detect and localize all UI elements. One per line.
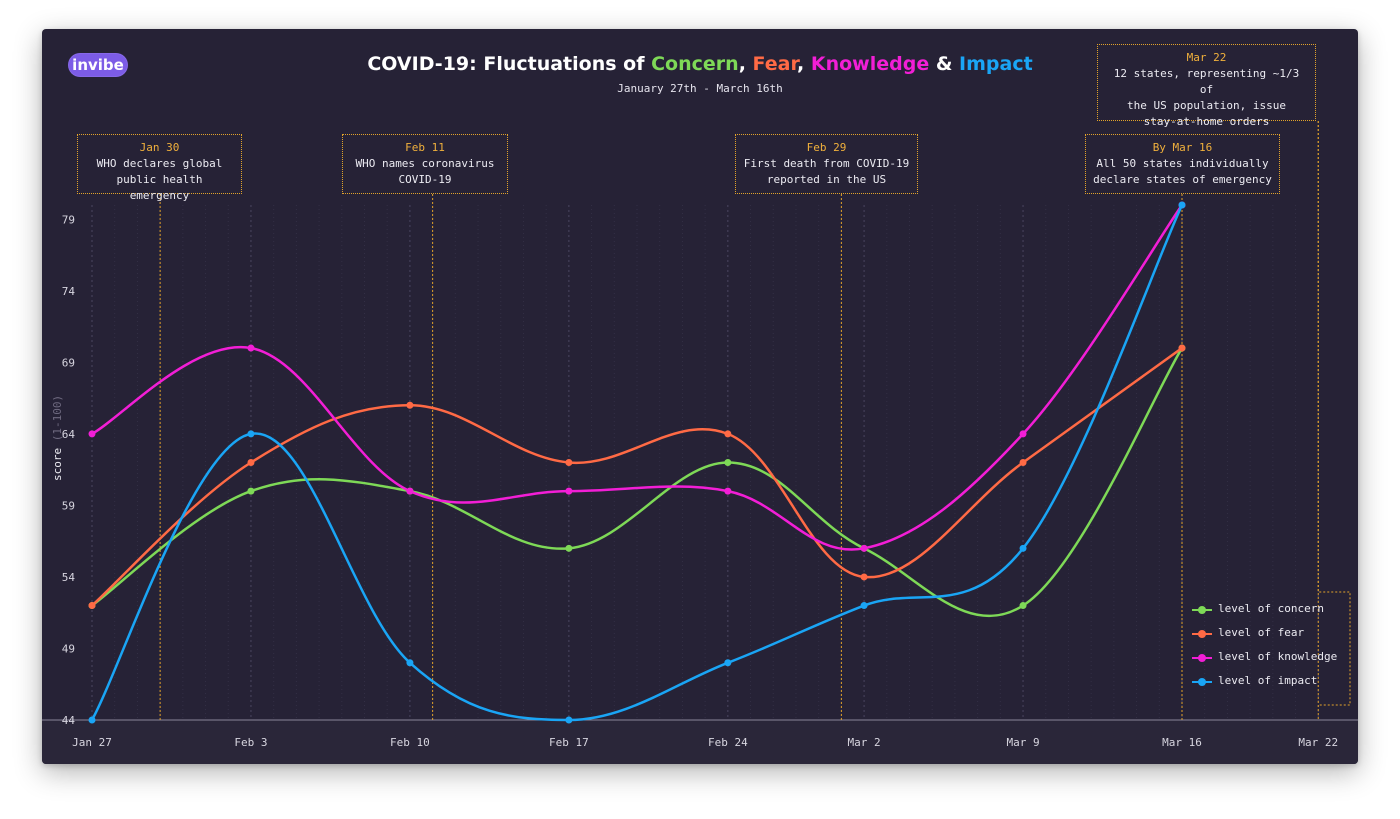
legend: level of concern level of fear level of …: [1192, 600, 1352, 696]
x-tick-label: Mar 16: [1162, 736, 1202, 749]
y-tick-label: 59: [62, 499, 75, 512]
annotation-text: declare states of emergency: [1093, 173, 1272, 186]
annotation-feb29: Feb 29 First death from COVID-19 reporte…: [735, 134, 918, 194]
x-tick-label: Feb 17: [549, 736, 589, 749]
annotation-text: WHO declares global: [96, 157, 223, 170]
chart-card: 44 49 54 59 64 69 74 79 Jan 27 Feb 3 Feb 10 Feb 17 F…: [42, 29, 1358, 764]
annotation-date: Mar 22: [1186, 51, 1227, 64]
legend-dot: [1198, 654, 1206, 662]
annotation-text: 12 states, representing ~1/3 of: [1113, 67, 1300, 96]
series-line-fear: [90, 346, 1184, 607]
data-point-fear: [565, 459, 573, 466]
y-tick-label: 74: [62, 285, 76, 298]
title-impact: Impact: [959, 53, 1033, 75]
y-axis-title: score (1-100): [51, 395, 64, 481]
legend-item-concern[interactable]: level of concern: [1192, 600, 1352, 624]
data-point-impact: [1019, 544, 1027, 552]
data-point-impact: [406, 659, 414, 667]
annotation-mar22: Mar 22 12 states, representing ~1/3 of t…: [1097, 44, 1316, 128]
data-point-impact: [88, 716, 96, 724]
title-separator: ,: [797, 53, 811, 75]
data-point-knowledge: [860, 544, 868, 552]
data-point-knowledge: [247, 344, 255, 352]
data-point-fear: [1178, 344, 1186, 352]
data-point-fear: [860, 573, 868, 581]
data-point-fear: [406, 401, 414, 409]
data-point-impact: [565, 716, 573, 724]
data-point-knowledge: [724, 487, 732, 495]
title-ampersand: &: [929, 53, 960, 75]
y-tick-label: 64: [62, 428, 76, 441]
data-point-concern: [724, 459, 732, 466]
chart-title: COVID-19: Fluctuations of Concern, Fear,…: [42, 53, 1358, 75]
invibe-logo: invibe: [68, 53, 128, 77]
data-point-knowledge: [1019, 430, 1027, 438]
annotation-text: public health emergency: [116, 173, 203, 202]
legend-item-impact[interactable]: level of impact: [1192, 672, 1352, 696]
annotation-date: Feb 11: [405, 141, 445, 154]
legend-label: level of knowledge: [1218, 650, 1338, 663]
y-axis-sublabel: (1-100): [51, 394, 64, 442]
x-tick-label: Mar 2: [848, 736, 881, 749]
event-bracket: [1317, 121, 1351, 706]
legend-item-knowledge[interactable]: level of knowledge: [1192, 648, 1352, 672]
annotation-date: Jan 30: [139, 141, 180, 154]
x-tick-label: Mar 9: [1006, 736, 1039, 749]
annotation-text: stay-at-home orders: [1143, 115, 1270, 128]
series-line-impact: [90, 203, 1184, 722]
legend-dot: [1198, 678, 1206, 686]
x-tick-label: Jan 27: [72, 736, 112, 749]
y-tick-label: 44: [62, 714, 76, 727]
data-point-concern: [247, 487, 255, 495]
x-tick-label: Mar 22: [1298, 736, 1338, 749]
legend-label: level of impact: [1218, 674, 1318, 687]
data-point-knowledge: [565, 487, 573, 495]
data-point-fear: [724, 430, 732, 438]
y-tick-label: 69: [62, 356, 75, 369]
y-tick-label: 54: [62, 571, 76, 584]
annotation-mar16: By Mar 16 All 50 states individually dec…: [1085, 134, 1280, 194]
x-tick-label: Feb 24: [708, 736, 748, 749]
annotation-date: Feb 29: [806, 141, 847, 154]
annotation-text: COVID-19: [398, 173, 452, 186]
annotation-text: the US population, issue: [1127, 99, 1286, 112]
annotation-jan30: Jan 30 WHO declares global public health…: [77, 134, 242, 202]
legend-item-fear[interactable]: level of fear: [1192, 624, 1352, 648]
x-tick-label: Feb 3: [234, 736, 267, 749]
annotation-text: All 50 states individually: [1096, 157, 1269, 170]
data-point-impact: [247, 430, 255, 438]
data-point-knowledge: [88, 430, 96, 438]
title-prefix: COVID-19: Fluctuations of: [367, 53, 652, 75]
data-point-impact: [1178, 201, 1186, 209]
x-axis-band: [42, 720, 1358, 764]
chart-subtitle: January 27th - March 16th: [617, 82, 783, 95]
title-separator: ,: [738, 53, 753, 75]
title-fear: Fear: [752, 53, 798, 75]
annotation-text: First death from COVID-19: [743, 157, 910, 170]
legend-label: level of concern: [1218, 602, 1324, 615]
legend-label: level of fear: [1218, 626, 1305, 639]
annotation-feb11: Feb 11 WHO names coronavirus COVID-19: [342, 134, 508, 194]
legend-dot: [1198, 630, 1206, 638]
logo-text: invibe: [72, 56, 124, 74]
data-point-impact: [860, 602, 868, 610]
data-point-concern: [565, 544, 573, 552]
data-point-knowledge: [406, 487, 414, 495]
data-point-fear: [1019, 459, 1027, 466]
title-concern: Concern: [651, 53, 739, 75]
title-knowledge: Knowledge: [810, 53, 930, 75]
annotation-date: By Mar 16: [1152, 141, 1213, 154]
data-point-concern: [1019, 602, 1027, 610]
y-tick-label: 49: [62, 642, 75, 655]
annotation-text: WHO names coronavirus: [355, 157, 495, 170]
chart-canvas: 44 49 54 59 64 69 74 79 Jan 27 Feb 3 Feb 10 Feb 17 F…: [42, 121, 1358, 764]
data-point-fear: [247, 459, 255, 466]
annotation-text: reported in the US: [766, 173, 887, 186]
data-point-impact: [724, 659, 732, 667]
data-point-fear: [88, 602, 96, 610]
y-axis-label: score: [51, 447, 64, 481]
y-tick-label: 79: [62, 213, 75, 226]
legend-dot: [1198, 606, 1206, 614]
x-tick-label: Feb 10: [390, 736, 430, 749]
